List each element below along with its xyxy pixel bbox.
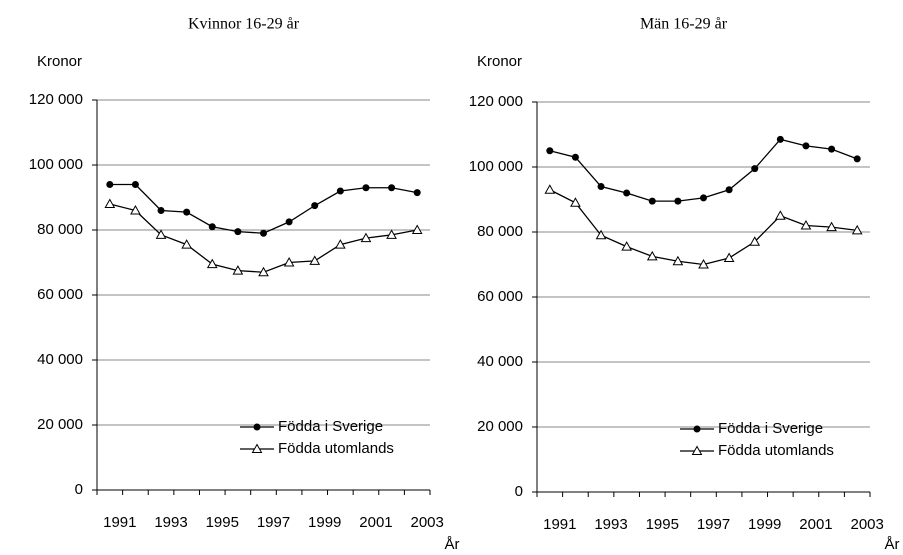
point-marker <box>183 208 191 216</box>
point-marker <box>386 229 397 239</box>
point-marker <box>413 189 421 197</box>
chart-title: Män 16-29 år <box>640 16 728 33</box>
y-tick-label: 120 000 <box>29 91 83 108</box>
x-tick-label: 1995 <box>206 514 239 531</box>
point-marker <box>674 197 682 205</box>
x-tick-label: 1999 <box>748 516 781 533</box>
point-marker <box>595 229 607 240</box>
point-marker <box>544 184 556 194</box>
point-marker <box>411 224 423 234</box>
x-tick-label: 1991 <box>543 516 576 533</box>
point-marker <box>570 197 581 207</box>
series-line <box>549 138 858 202</box>
y-axis-label: Kronor <box>477 53 522 70</box>
legend-label: Födda utomlands <box>278 440 394 457</box>
point-marker <box>157 207 165 214</box>
point-marker <box>311 202 319 210</box>
y-tick-label: 0 <box>515 483 523 500</box>
point-marker <box>360 232 372 243</box>
y-axis-label: Kronor <box>37 53 82 70</box>
y-tick-label: 100 000 <box>29 156 83 173</box>
point-marker <box>723 252 735 262</box>
y-tick-label: 20 000 <box>477 418 523 435</box>
point-marker <box>362 184 370 192</box>
y-tick-label: 80 000 <box>37 221 83 238</box>
y-tick-label: 100 000 <box>469 158 523 175</box>
point-marker <box>130 204 141 215</box>
x-axis-label: År <box>445 536 460 553</box>
x-tick-label: 1999 <box>308 514 341 531</box>
point-marker <box>155 229 167 239</box>
point-marker <box>234 228 242 236</box>
point-marker <box>648 197 656 205</box>
point-marker <box>597 183 605 190</box>
point-marker <box>672 255 684 266</box>
point-marker <box>623 189 631 197</box>
point-marker <box>851 224 863 235</box>
point-marker <box>208 223 216 231</box>
legend-marker <box>253 423 261 431</box>
point-marker <box>826 221 837 232</box>
legend-label: Födda i Sverige <box>718 420 823 437</box>
x-tick-label: 1991 <box>103 514 136 531</box>
point-marker <box>106 181 114 188</box>
point-marker <box>700 194 707 202</box>
point-marker <box>828 145 836 153</box>
point-marker <box>232 265 244 275</box>
x-tick-label: 2001 <box>799 516 832 533</box>
x-tick-label: 1997 <box>697 516 730 533</box>
point-marker <box>571 153 579 161</box>
point-marker <box>749 236 761 246</box>
legend-marker <box>691 445 703 455</box>
point-marker <box>621 241 633 251</box>
y-tick-label: 0 <box>75 481 83 498</box>
y-tick-label: 60 000 <box>37 286 83 303</box>
point-marker <box>206 258 218 269</box>
point-marker <box>853 155 861 163</box>
point-marker <box>388 184 396 192</box>
point-marker <box>336 187 344 195</box>
x-axis-label: År <box>885 536 900 553</box>
x-tick-label: 2003 <box>851 516 884 533</box>
y-tick-label: 120 000 <box>469 93 523 110</box>
point-marker <box>258 266 269 277</box>
point-marker <box>334 239 346 249</box>
chart-title: Kvinnor 16-29 år <box>188 16 300 33</box>
y-tick-label: 80 000 <box>477 223 523 240</box>
series-line <box>109 183 418 234</box>
point-marker <box>285 218 293 226</box>
point-marker <box>131 181 139 188</box>
point-marker <box>546 147 554 155</box>
point-marker <box>260 229 267 237</box>
point-marker <box>646 250 658 261</box>
point-marker <box>181 239 193 249</box>
point-marker <box>104 198 116 208</box>
point-marker <box>751 165 759 173</box>
x-tick-label: 1997 <box>257 514 290 531</box>
x-tick-label: 1993 <box>594 516 627 533</box>
point-marker <box>776 135 784 143</box>
point-marker <box>283 256 295 267</box>
point-marker <box>698 258 709 269</box>
y-tick-label: 20 000 <box>37 416 83 433</box>
y-tick-label: 40 000 <box>477 353 523 370</box>
y-tick-label: 60 000 <box>477 288 523 305</box>
x-tick-label: 1995 <box>646 516 679 533</box>
point-marker <box>725 186 733 194</box>
y-tick-label: 40 000 <box>37 351 83 368</box>
point-marker <box>802 142 810 150</box>
legend-marker <box>251 443 263 453</box>
series-line <box>109 203 418 273</box>
point-marker <box>774 210 786 220</box>
legend-label: Födda i Sverige <box>278 418 383 435</box>
point-marker <box>309 255 321 265</box>
x-tick-label: 2001 <box>359 514 392 531</box>
legend-marker <box>693 425 701 433</box>
x-tick-label: 1993 <box>154 514 187 531</box>
x-tick-label: 2003 <box>411 514 444 531</box>
point-marker <box>800 219 812 230</box>
legend-label: Födda utomlands <box>718 442 834 459</box>
